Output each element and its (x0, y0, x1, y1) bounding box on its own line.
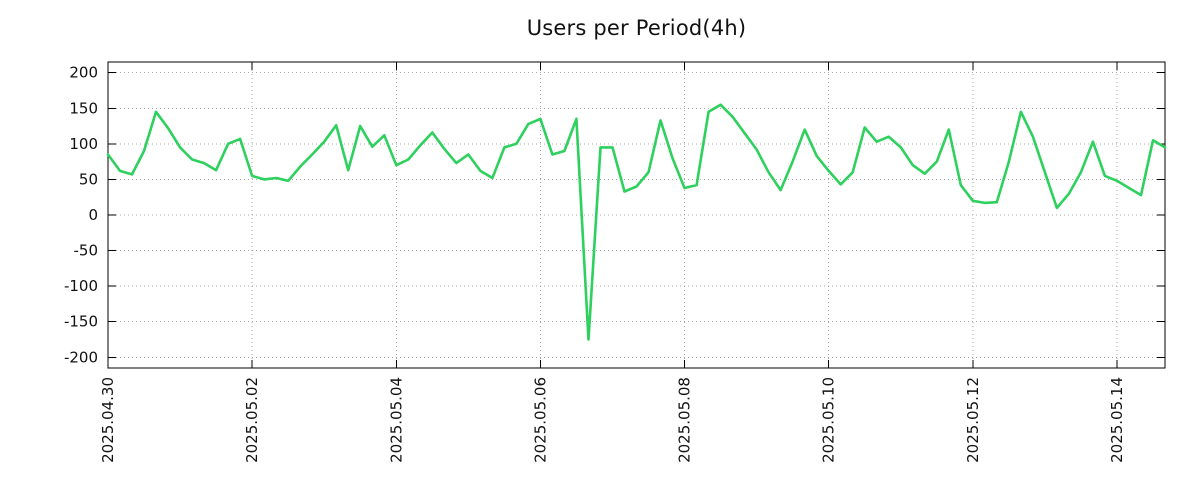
y-axis-label: 150 (69, 99, 98, 117)
x-axis-label: 2025.05.12 (964, 377, 982, 463)
y-axis-label: -100 (64, 277, 98, 295)
y-axis-label: -50 (74, 242, 99, 260)
x-axis-label: 2025.05.14 (1108, 377, 1126, 463)
y-axis-label: 50 (79, 170, 98, 188)
plot-border (107, 61, 1166, 369)
y-axis-label: 0 (88, 206, 98, 224)
y-axis-label: -150 (64, 313, 98, 331)
chart-title: Users per Period(4h) (526, 16, 747, 40)
users-series-line (106, 103, 1167, 341)
x-axis-label: 2025.05.08 (676, 377, 694, 463)
y-axis-label: -200 (64, 348, 98, 366)
y-axis-label: 200 (69, 64, 98, 82)
x-axis-label: 2025.05.02 (243, 377, 261, 463)
x-axis-label: 2025.05.04 (387, 377, 405, 463)
y-axis-label: 100 (69, 135, 98, 153)
x-axis-label: 2025.05.10 (820, 377, 838, 463)
x-axis-label: 2025.05.06 (531, 377, 549, 463)
x-axis-label: 2025.04.30 (99, 377, 117, 463)
